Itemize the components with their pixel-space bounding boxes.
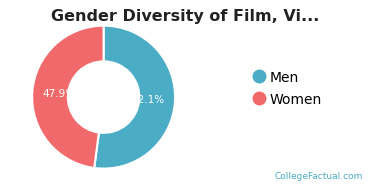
Text: 52.1%: 52.1%: [131, 95, 164, 105]
Wedge shape: [32, 26, 104, 168]
Text: 47.9%: 47.9%: [43, 89, 76, 99]
Wedge shape: [94, 26, 175, 169]
Text: Gender Diversity of Film, Vi...: Gender Diversity of Film, Vi...: [51, 9, 319, 24]
Legend: Men, Women: Men, Women: [256, 71, 322, 107]
Text: CollegeFactual.com: CollegeFactual.com: [274, 172, 363, 181]
